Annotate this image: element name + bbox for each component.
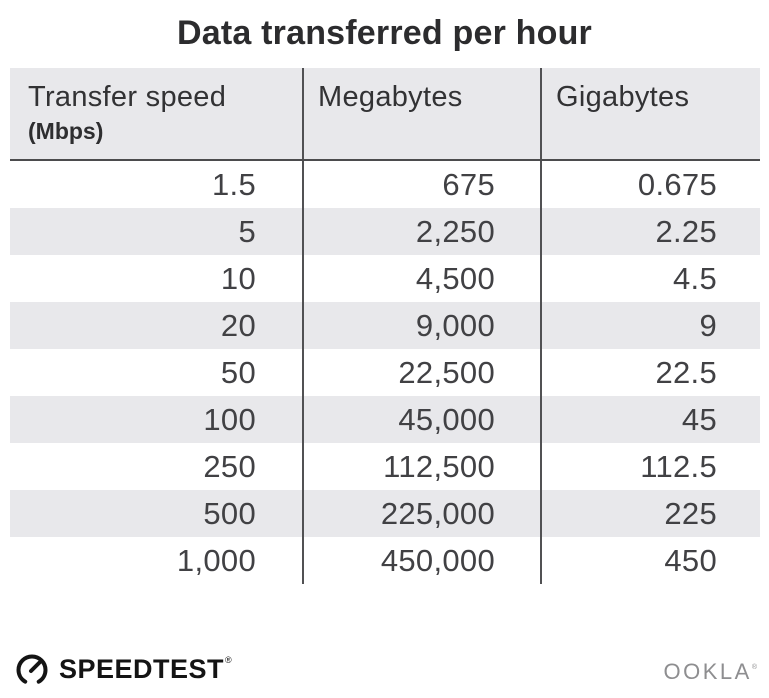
header-megabytes: Megabytes — [302, 68, 540, 159]
table-header-row: Transfer speed (Mbps) Megabytes Gigabyte… — [10, 68, 760, 161]
header-gigabytes-label: Gigabytes — [556, 81, 690, 113]
table-cell: 20 — [220, 308, 256, 343]
data-table: Transfer speed (Mbps) Megabytes Gigabyte… — [10, 68, 760, 584]
speedtest-registered-mark: ® — [225, 655, 232, 665]
table-cell: 22.5 — [540, 349, 760, 396]
table-cell: 45,000 — [302, 396, 540, 443]
table-row: 250 112,500 112.5 — [10, 443, 760, 490]
table-cell: 4.5 — [540, 255, 760, 302]
header-transfer-speed: Transfer speed (Mbps) — [10, 68, 302, 159]
table-cell: 2,250 — [302, 208, 540, 255]
table-row: 1,000 450,000 450 — [10, 537, 760, 584]
ookla-registered-mark: ® — [751, 664, 757, 671]
table-row: 5 2,250 2.25 — [10, 208, 760, 255]
header-transfer-speed-label: Transfer speed — [28, 81, 227, 113]
table-cell: 2.25 — [540, 208, 760, 255]
table-cell: 112.5 — [540, 443, 760, 490]
header-mbps-unit-label: (Mbps) — [28, 118, 104, 144]
table-row: 500 225,000 225 — [10, 490, 760, 537]
table-row: 50 22,500 22.5 — [10, 349, 760, 396]
header-gigabytes: Gigabytes — [540, 68, 760, 159]
table-cell: 225,000 — [302, 490, 540, 537]
table-cell: 9 — [540, 302, 760, 349]
table-cell: 675 — [302, 161, 540, 208]
table-cell: 112,500 — [302, 443, 540, 490]
speedtest-gauge-icon — [13, 650, 51, 688]
table-row: 20 9,000 9 — [10, 302, 760, 349]
page-title: Data transferred per hour — [177, 14, 592, 52]
table-body: 1.5 675 0.675 5 2,250 2.25 10 4,500 4.5 20 9,000 9 5… — [10, 161, 760, 584]
table-cell: 0.675 — [540, 161, 760, 208]
table-cell: 4,500 — [302, 255, 540, 302]
speedtest-logo: SPEEDTEST ® — [13, 650, 232, 688]
table-row: 100 45,000 45 — [10, 396, 760, 443]
table-cell: 50 — [220, 355, 256, 390]
ookla-wordmark: OOKLA — [663, 659, 752, 684]
table-cell: 1.5 — [212, 167, 256, 202]
table-cell: 450 — [540, 537, 760, 584]
table-cell: 1,000 — [176, 543, 256, 578]
table-row: 10 4,500 4.5 — [10, 255, 760, 302]
ookla-logo: OOKLA® — [664, 659, 757, 685]
table-cell: 45 — [540, 396, 760, 443]
table-cell: 450,000 — [302, 537, 540, 584]
table-row: 1.5 675 0.675 — [10, 161, 760, 208]
table-cell: 10 — [220, 261, 256, 296]
header-megabytes-label: Megabytes — [318, 81, 463, 113]
speedtest-wordmark: SPEEDTEST — [59, 653, 225, 684]
table-cell: 22,500 — [302, 349, 540, 396]
table-cell: 500 — [203, 496, 256, 531]
table-cell: 100 — [203, 402, 256, 437]
table-cell: 9,000 — [302, 302, 540, 349]
table-cell: 225 — [540, 490, 760, 537]
table-cell: 250 — [203, 449, 256, 484]
table-cell: 5 — [238, 214, 256, 249]
